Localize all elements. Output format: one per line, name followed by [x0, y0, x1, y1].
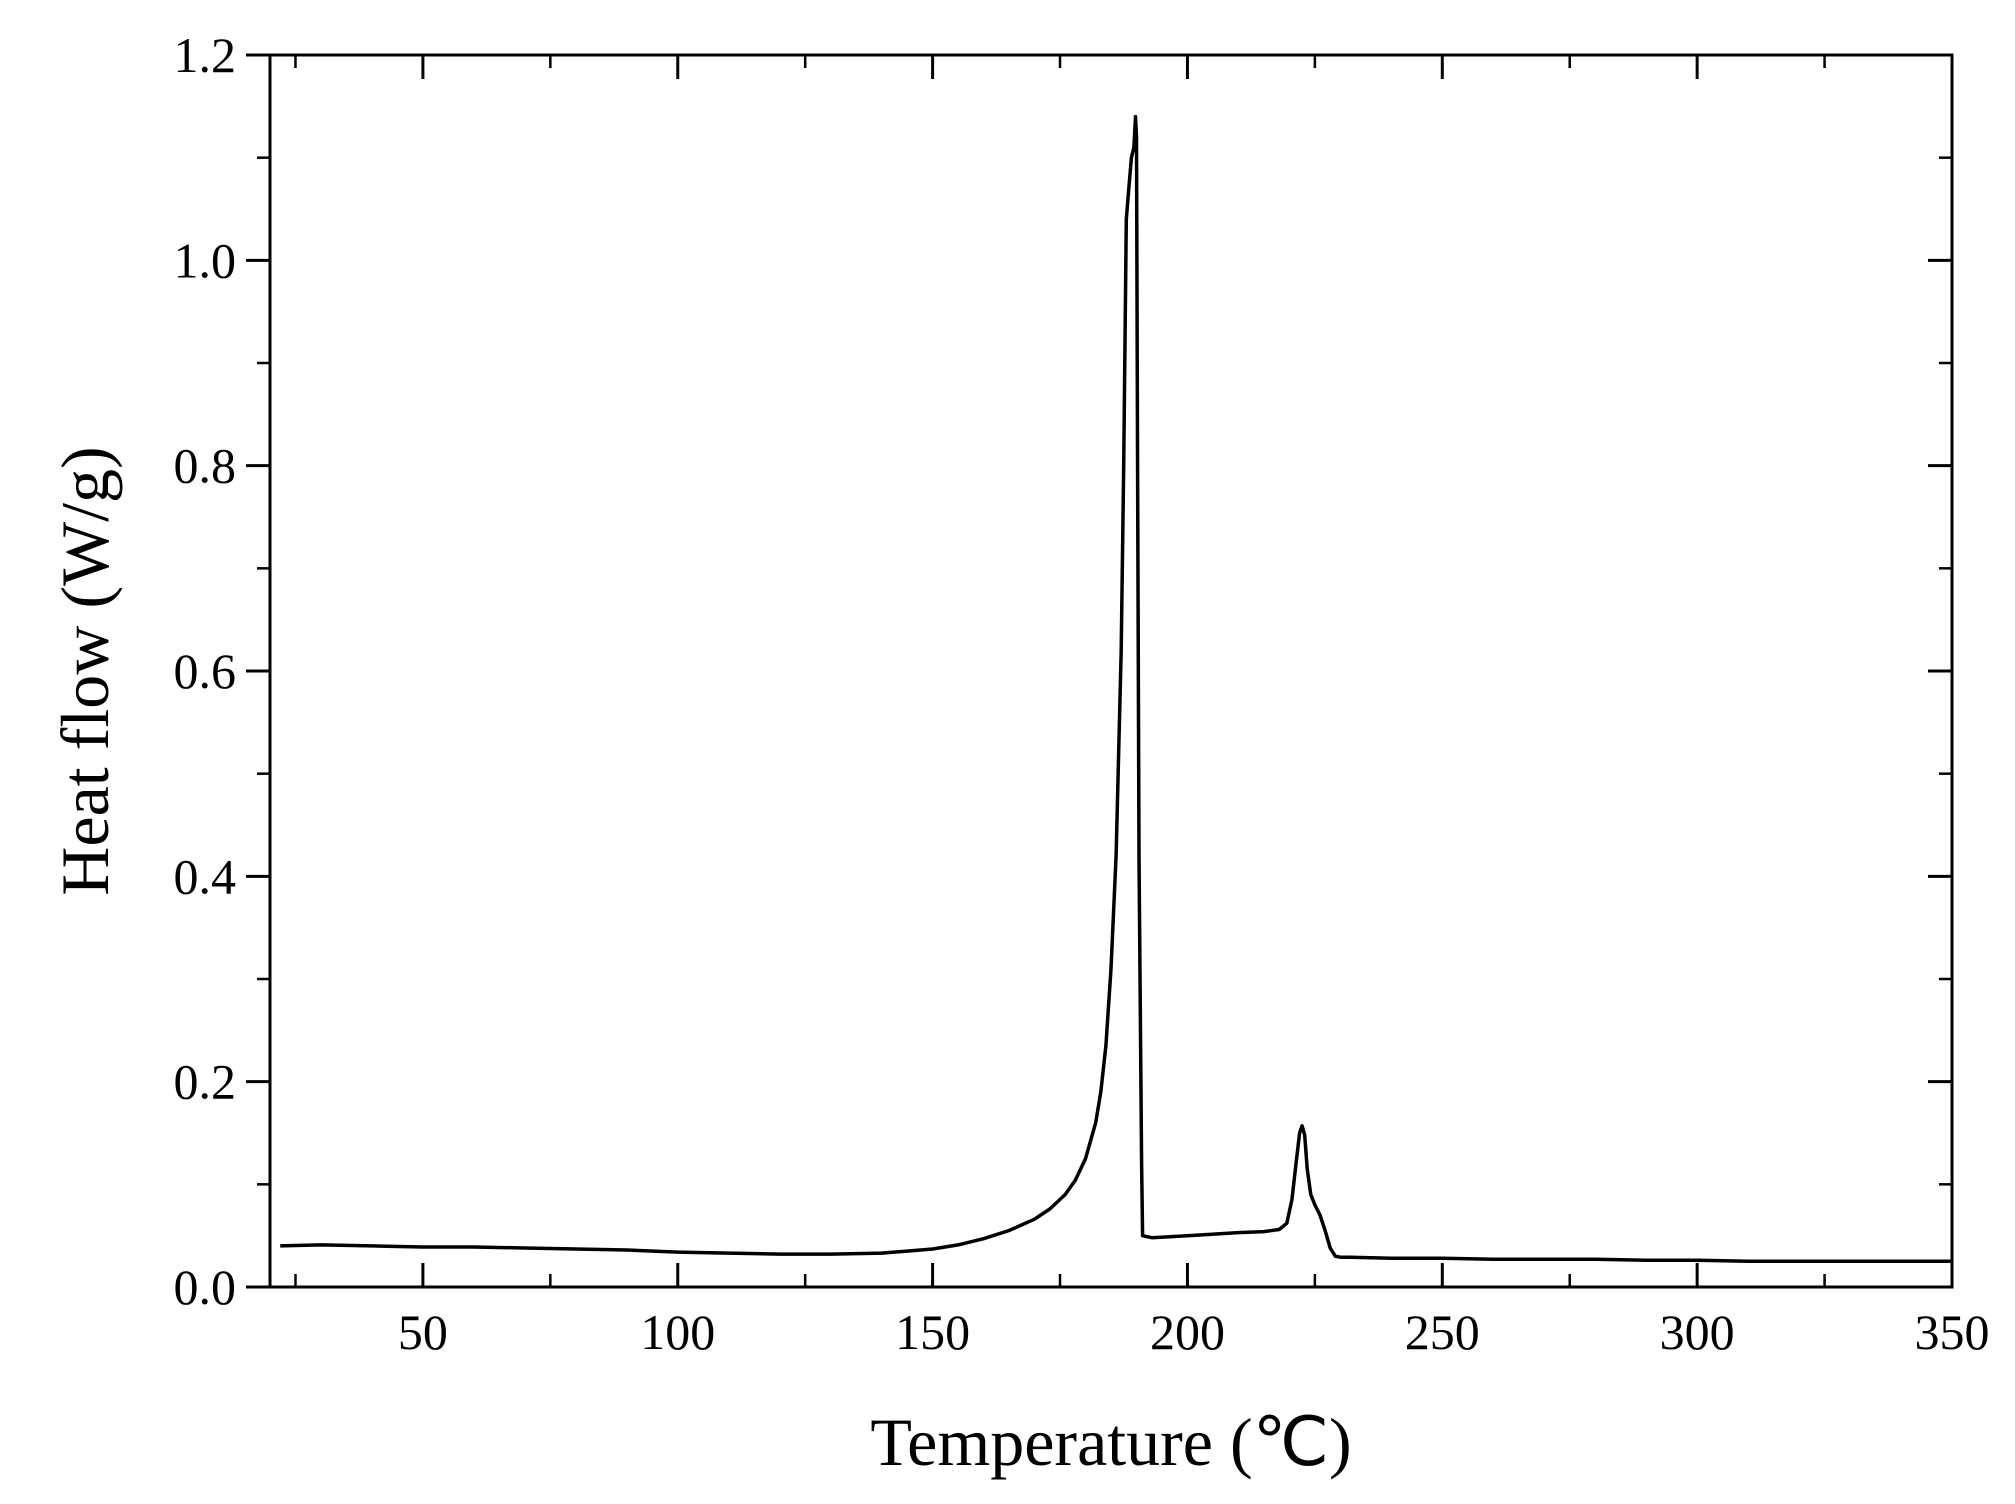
- y-tick-label: 0.2: [174, 1054, 237, 1110]
- x-tick-label: 100: [640, 1304, 715, 1360]
- minor-ticks: [257, 55, 1952, 1287]
- x-tick-label: 200: [1150, 1304, 1225, 1360]
- y-tick-label: 0.0: [174, 1259, 237, 1315]
- y-axis-title: Heat flow (W/g): [47, 446, 123, 895]
- y-tick-label: 1.2: [174, 27, 237, 83]
- x-tick-label: 350: [1915, 1304, 1990, 1360]
- x-tick-label: 150: [895, 1304, 970, 1360]
- x-axis-title: Temperature (℃): [870, 1404, 1351, 1480]
- y-tick-label: 0.6: [174, 643, 237, 699]
- x-tick-labels: 50 100 150 200 250 300 350: [398, 1304, 1990, 1360]
- heat-flow-line: [280, 114, 1952, 1264]
- y-tick-labels: 0.0 0.2 0.4 0.6 0.8 1.0 1.2: [174, 27, 237, 1315]
- y-tick-label: 0.8: [174, 438, 237, 494]
- y-tick-label: 0.4: [174, 848, 237, 904]
- plot-frame: [268, 53, 1954, 1289]
- x-tick-label: 250: [1405, 1304, 1480, 1360]
- x-tick-label: 300: [1660, 1304, 1735, 1360]
- x-tick-label: 50: [398, 1304, 448, 1360]
- y-tick-label: 1.0: [174, 232, 237, 288]
